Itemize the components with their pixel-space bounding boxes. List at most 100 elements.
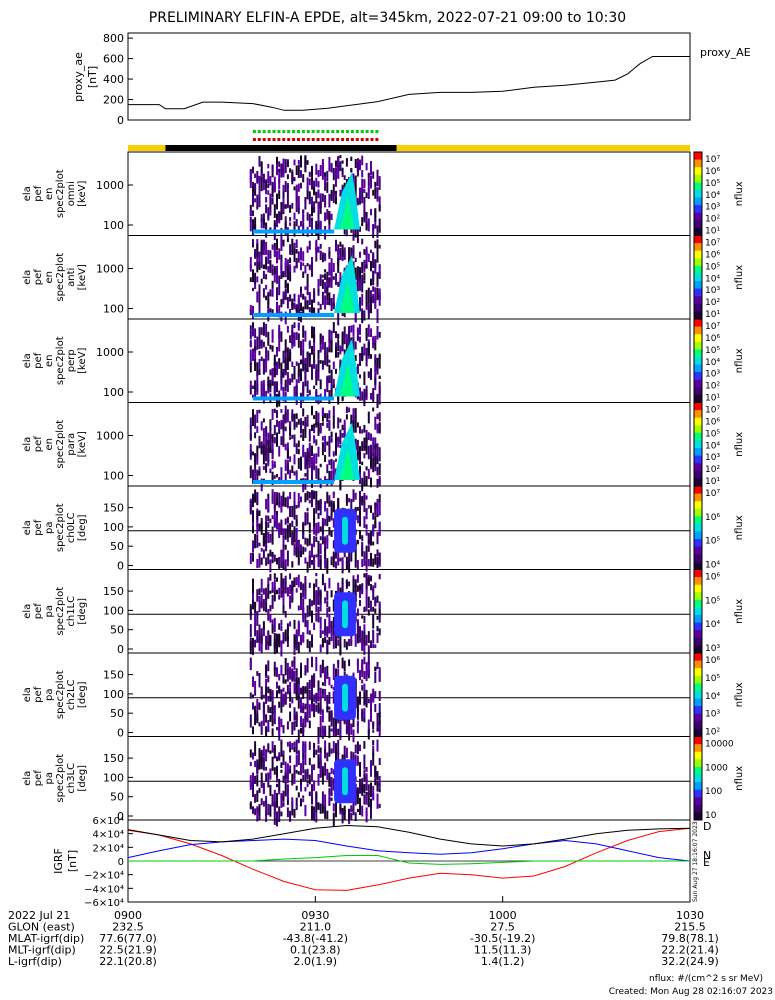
spectrogram-pixel [359, 190, 361, 202]
spectrogram-pixel [289, 687, 292, 694]
spectrogram-pixel [297, 574, 300, 588]
spectrogram-pixel [254, 691, 257, 696]
spectrogram-pixel [363, 453, 366, 459]
spectrogram-pixel [271, 794, 274, 804]
spectrogram-pixel [284, 221, 287, 231]
spectrogram-pixel [291, 797, 294, 807]
spectrogram-pixel [311, 424, 313, 431]
spectrogram-pixel [372, 388, 375, 393]
spectrogram-pixel [326, 537, 329, 544]
spectrogram-pixel [269, 419, 272, 431]
spectrogram-pixel [282, 433, 285, 447]
spectrogram-pixel [354, 547, 357, 561]
spectrogram-pixel [300, 544, 302, 552]
spectrogram-pixel [328, 577, 331, 589]
spectrogram-pixel [284, 257, 287, 268]
spectrogram-pixel [363, 794, 366, 805]
spectrogram-panel-frame [127, 151, 691, 236]
green-marker [355, 130, 359, 133]
spectrogram-pixel [350, 325, 353, 333]
spectrogram-pixel [315, 704, 318, 712]
spectrogram-pixel [302, 381, 305, 391]
spectrogram-pixel [370, 208, 372, 216]
spectrogram-pixel [280, 582, 283, 598]
spectrogram-pixel [269, 197, 272, 213]
spectrogram-pixel [302, 632, 305, 643]
spectrogram-pixel [280, 640, 283, 644]
created-timestamp: Created: Mon Aug 28 02:16:07 2023 [608, 987, 773, 997]
spectrogram-pixel [304, 741, 307, 752]
ephemeris-value: 0930 [301, 909, 329, 922]
spectrogram-pixel [370, 808, 372, 819]
spectrogram-pixel [324, 388, 327, 399]
spectrogram-pixel [256, 519, 259, 535]
spectrogram-pixel [271, 197, 274, 205]
spectrogram-pixel [374, 208, 377, 222]
spectrogram-pixel [343, 639, 346, 648]
spectrogram-pixel [313, 187, 316, 196]
spectrogram-pixel [354, 585, 357, 592]
spectrogram-pixel [363, 615, 366, 624]
spectrogram-pixel [306, 380, 309, 393]
colorbar-tick-label: 10⁶ [705, 573, 720, 583]
spectrogram-pixel [302, 598, 305, 614]
spectrogram-pixel [258, 636, 261, 642]
spectrogram-pixel [295, 785, 298, 791]
spectrogram-pixel [356, 560, 359, 570]
spectrogram-pixel [372, 512, 375, 520]
spectrogram-panel-frame [127, 235, 691, 320]
spectrogram-pixel [328, 341, 331, 348]
spectrogram-pixel [354, 744, 357, 754]
spectrogram-pixel [308, 534, 311, 546]
spectrogram-pixel [332, 184, 335, 196]
spectrogram-pixel [278, 755, 281, 761]
spectrogram-pixel [278, 305, 281, 318]
spectrogram-pixel [289, 584, 292, 594]
spectrogram-pixel [260, 421, 263, 431]
green-marker [365, 130, 369, 133]
spectrogram-pixel [254, 602, 257, 613]
spectrogram-pixel [282, 386, 285, 402]
spectrogram-pixel [302, 795, 305, 799]
spectrogram-pixel [317, 360, 320, 373]
spectrogram-core-mid [342, 600, 348, 629]
spectrogram-pixel [262, 239, 265, 245]
spectrogram-pixel [282, 593, 285, 607]
igrf-ytick-label: 4×10⁴ [93, 830, 124, 841]
ae-line [128, 56, 690, 111]
spectrogram-pixel [308, 340, 311, 349]
spectrogram-pixel [284, 290, 287, 301]
spectrogram-pixel [367, 631, 370, 643]
spectrogram-pixel [359, 637, 361, 643]
spectrogram-pixel [295, 527, 298, 543]
spectrogram-pixel [280, 718, 283, 728]
colorbar-segment [694, 448, 702, 457]
spectrogram-pixel [267, 190, 270, 195]
spectrogram-pixel [278, 492, 281, 505]
spectrogram-pixel [254, 414, 257, 429]
spectrogram-pixel [282, 775, 285, 783]
spectrogram-pixel [304, 804, 307, 817]
spectrogram-pixel [315, 502, 318, 514]
spectrogram-pixel [273, 644, 276, 655]
spectrogram-pixel [361, 178, 364, 192]
panel-ylabel: ch2LC [66, 679, 77, 710]
spectrogram-pixel [337, 551, 340, 563]
spectrogram-pixel [256, 362, 259, 377]
spectrogram-pixel [273, 227, 276, 241]
colorbar-segment [694, 630, 702, 639]
spectrogram-pixel [359, 778, 361, 794]
spectrogram-pixel [258, 334, 261, 349]
spectrogram-pixel [284, 181, 287, 193]
spectrogram-pixel [345, 641, 348, 650]
spectrogram-pixel [339, 444, 342, 449]
colorbar-segment [694, 660, 702, 669]
spectrogram-pixel [308, 720, 311, 729]
colorbar-segment [694, 675, 702, 684]
spectrogram-pixel [265, 463, 268, 473]
spectrogram-pixel [286, 265, 289, 280]
spectrogram-pixel [278, 248, 281, 260]
spectrogram-pixel [302, 360, 305, 372]
spectrogram-pixel [332, 554, 335, 568]
spectrogram-pixel [256, 171, 259, 184]
